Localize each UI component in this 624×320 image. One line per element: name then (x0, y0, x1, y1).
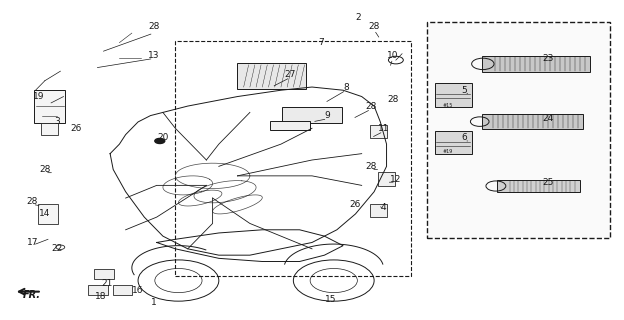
Text: 13: 13 (148, 51, 159, 60)
Text: 11: 11 (378, 124, 389, 133)
Text: 6: 6 (461, 133, 467, 142)
Text: 28: 28 (365, 101, 377, 111)
Text: 27: 27 (285, 70, 296, 79)
Text: 19: 19 (33, 92, 44, 101)
Text: 15: 15 (325, 295, 336, 304)
Text: 12: 12 (390, 174, 402, 184)
Text: 23: 23 (542, 54, 553, 63)
FancyBboxPatch shape (435, 131, 472, 154)
FancyBboxPatch shape (112, 285, 132, 295)
Text: 9: 9 (324, 111, 330, 120)
FancyBboxPatch shape (482, 56, 590, 72)
Text: #19: #19 (442, 149, 452, 154)
FancyBboxPatch shape (34, 90, 65, 123)
FancyBboxPatch shape (435, 83, 472, 107)
Text: 2: 2 (356, 13, 361, 22)
FancyBboxPatch shape (371, 125, 387, 138)
Text: #15: #15 (442, 103, 453, 108)
Text: 17: 17 (27, 238, 38, 247)
Text: 25: 25 (542, 178, 553, 187)
FancyBboxPatch shape (41, 123, 58, 135)
FancyBboxPatch shape (371, 204, 387, 217)
Text: 21: 21 (101, 279, 113, 288)
Text: 18: 18 (95, 292, 107, 301)
Text: 1: 1 (151, 298, 157, 307)
Circle shape (155, 139, 165, 143)
FancyBboxPatch shape (282, 107, 342, 123)
FancyBboxPatch shape (497, 180, 580, 192)
Text: 5: 5 (461, 86, 467, 95)
Text: 10: 10 (387, 51, 399, 60)
Text: 26: 26 (71, 124, 82, 133)
FancyBboxPatch shape (88, 285, 107, 295)
FancyBboxPatch shape (270, 121, 310, 131)
FancyBboxPatch shape (379, 172, 395, 186)
Text: 14: 14 (39, 209, 51, 219)
Text: 28: 28 (365, 162, 377, 171)
Text: 3: 3 (54, 117, 60, 126)
FancyBboxPatch shape (38, 204, 58, 224)
Text: 4: 4 (381, 203, 386, 212)
Text: 16: 16 (132, 285, 144, 295)
Text: 22: 22 (52, 244, 63, 253)
Text: FR.: FR. (23, 290, 41, 300)
Text: 28: 28 (39, 165, 51, 174)
Text: 28: 28 (27, 197, 38, 206)
Text: 8: 8 (343, 83, 349, 92)
Text: 20: 20 (157, 133, 168, 142)
Text: 28: 28 (148, 22, 159, 31)
Text: 28: 28 (387, 95, 399, 104)
Text: 28: 28 (368, 22, 380, 31)
FancyBboxPatch shape (94, 269, 114, 279)
FancyBboxPatch shape (482, 114, 583, 129)
Text: 26: 26 (350, 200, 361, 209)
FancyBboxPatch shape (427, 22, 610, 238)
Text: 24: 24 (542, 114, 553, 123)
FancyBboxPatch shape (238, 63, 306, 89)
Text: 7: 7 (318, 38, 324, 47)
